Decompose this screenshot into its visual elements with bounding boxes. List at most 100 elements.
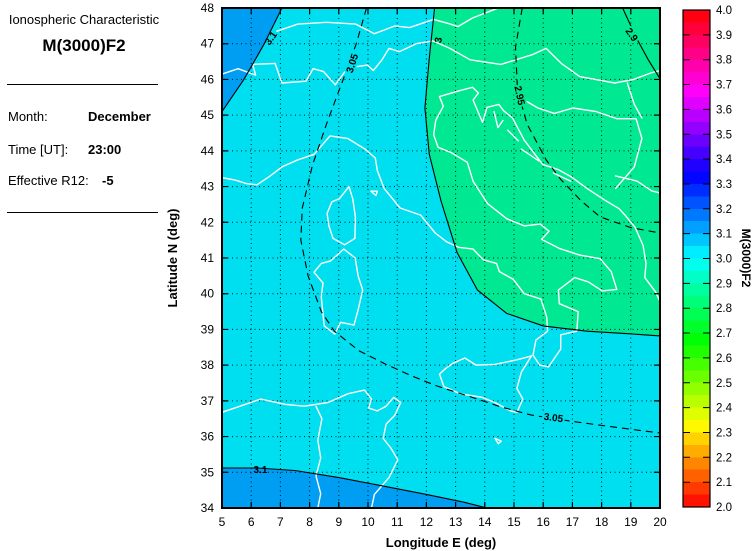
colorbar-tick-label: 2.9 (716, 278, 732, 290)
coastline-path (315, 405, 323, 508)
band-blue-nw-3.1-3.2 (222, 8, 282, 112)
coastline-path (494, 437, 502, 445)
x-tick-label: 9 (335, 515, 342, 529)
colorbar-tick-label: 3.7 (716, 80, 732, 92)
colorbar-title: M(3000)F2 (739, 229, 753, 288)
axis-ticks (221, 7, 661, 509)
contour-line-3 (424, 8, 660, 337)
colorbar-tick-label: 4.0 (716, 5, 732, 17)
colorbar-tick-label: 3.9 (716, 30, 732, 42)
time-value: 23:00 (88, 142, 122, 157)
x-tick-label: 10 (361, 515, 375, 529)
colorbar-tick-label: 2.4 (716, 403, 733, 415)
contour-lines (222, 8, 660, 508)
y-tick-label: 35 (201, 465, 215, 479)
y-tick-label: 42 (201, 215, 215, 229)
coastline-path (522, 98, 643, 190)
colorbar-tick-label: 2.0 (716, 502, 732, 514)
colorbar-tick-label: 2.1 (716, 477, 732, 489)
month-value: December (88, 109, 151, 124)
y-tick-label: 46 (201, 72, 215, 86)
colorbar-ticks (683, 9, 710, 508)
colorbar-tick-labels: 4.0 3.9 3.8 3.7 3.6 3.5 3.4 3.3 3.2 3.1 3.0 2.9 2.8 2… (716, 5, 733, 514)
x-tick-label: 19 (624, 515, 638, 529)
info-panel: Ionospheric Characteristic M(3000)F2 Mon… (0, 0, 218, 551)
y-tick-label: 45 (201, 108, 215, 122)
colorbar-tick-label: 3.8 (716, 55, 732, 67)
x-tick-label: 16 (537, 515, 551, 529)
x-tick-label: 20 (653, 515, 667, 529)
coastline-path (506, 129, 520, 142)
colorbar-tick-label: 3.5 (716, 129, 732, 141)
x-axis-title: Longitude E (deg) (386, 535, 496, 550)
y-tick-label: 41 (201, 251, 215, 265)
y-tick-label: 43 (201, 180, 215, 194)
x-tick-label: 7 (277, 515, 284, 529)
coastline-path (438, 355, 533, 413)
month-row: Month: December (0, 109, 218, 125)
colorbar-tick-label: 3.1 (716, 229, 732, 241)
colorbar-tick-label: 2.7 (716, 328, 732, 340)
contour-label: 3.1 (254, 465, 268, 476)
x-tick-label: 17 (566, 515, 580, 529)
coastline-path (326, 185, 357, 246)
y-tick-labels: 34 35 36 37 38 39 40 41 42 43 44 45 46 47 48 (201, 1, 215, 515)
coastline-path (222, 86, 618, 368)
x-tick-label: 11 (391, 515, 404, 529)
x-tick-label: 13 (449, 515, 463, 529)
colorbar-tick-label: 3.3 (716, 179, 732, 191)
coastline-path (552, 172, 572, 182)
colorbar-tick-label: 3.4 (716, 154, 733, 166)
x-tick-label: 6 (248, 515, 255, 529)
y-axis-title: Latitude N (deg) (165, 209, 180, 308)
divider-bottom (7, 212, 158, 213)
time-row: Time [UT]: 23:00 (0, 142, 218, 158)
colorbar: 4.0 3.9 3.8 3.7 3.6 3.5 3.4 3.3 3.2 3.1 3.0 2.9 2.8 2… (682, 5, 753, 514)
time-label: Time [UT]: (8, 142, 69, 157)
band-green-2.9-3.0 (424, 8, 660, 336)
y-tick-label: 39 (201, 322, 215, 336)
y-tick-label: 34 (201, 501, 215, 515)
contour-line-2.9 (622, 8, 660, 79)
x-tick-label: 8 (306, 515, 313, 529)
coastline-path (313, 248, 364, 335)
y-tick-label: 44 (201, 144, 215, 158)
colorbar-tick-label: 3.2 (716, 204, 732, 216)
y-tick-label: 48 (201, 1, 215, 15)
panel-title: Ionospheric Characteristic (8, 12, 160, 27)
colorbar-tick-label: 2.3 (716, 428, 732, 440)
x-tick-label: 18 (595, 515, 609, 529)
r12-value: -5 (102, 173, 114, 188)
coastline-path (222, 40, 660, 86)
r12-row: Effective R12: -5 (0, 173, 218, 189)
contour-label: 3 (433, 36, 445, 44)
colorbar-tick-label: 3.6 (716, 104, 732, 116)
y-tick-label: 36 (201, 430, 215, 444)
coastline-path (472, 92, 660, 303)
y-tick-label: 40 (201, 287, 215, 301)
contour-line-3.1 (222, 467, 488, 508)
r12-label: Effective R12: (8, 173, 89, 188)
x-tick-label: 12 (420, 515, 434, 529)
contour-line-3.1 (222, 8, 283, 112)
coastline-path (626, 82, 643, 119)
coastline-path (222, 389, 402, 508)
colorbar-tick-label: 2.6 (716, 353, 732, 365)
coastlines-and-borders (222, 8, 660, 508)
divider-top (7, 84, 158, 85)
characteristic-title: M(3000)F2 (42, 36, 126, 55)
contour-label: 3.05 (543, 412, 564, 426)
y-tick-label: 37 (201, 394, 215, 408)
colorbar-tick-label: 2.8 (716, 303, 732, 315)
x-tick-labels: 5 6 7 8 9 10 11 12 13 14 15 16 17 18 19 20 (219, 515, 667, 529)
contour-line-2.95 (514, 8, 660, 234)
coastline-path (520, 148, 540, 162)
dotted-grid (223, 9, 659, 507)
band-blue-s-3.1-3.2 (222, 468, 488, 508)
coastline-path (493, 110, 504, 129)
coastline-path (370, 190, 378, 197)
coastline-path (276, 8, 498, 35)
coastline-path (614, 175, 660, 194)
month-label: Month: (8, 109, 48, 124)
